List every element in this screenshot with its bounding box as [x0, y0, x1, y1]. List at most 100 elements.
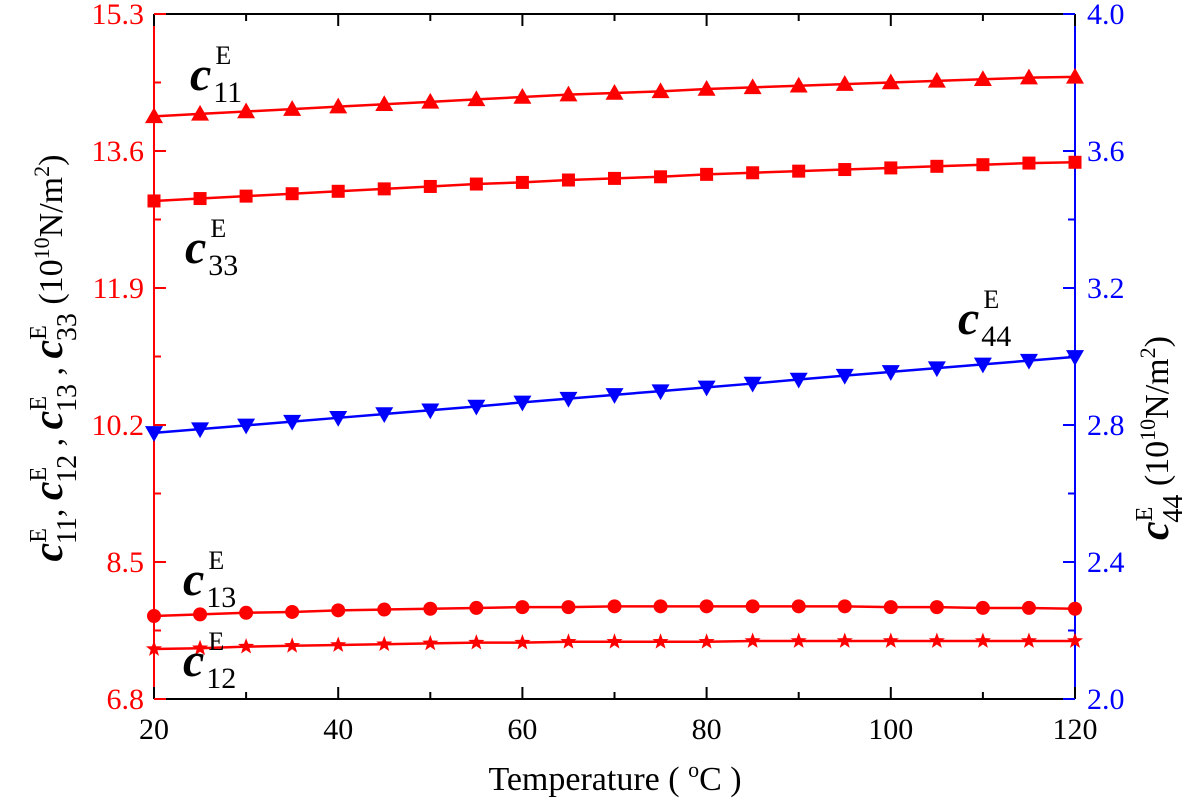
data-point-c13 — [1068, 601, 1082, 616]
right-y-tick-label: 3.2 — [1087, 272, 1125, 305]
data-point-c33 — [1068, 155, 1082, 169]
data-point-c13 — [1021, 600, 1036, 615]
data-point-c12 — [376, 635, 393, 652]
data-point-c33 — [423, 179, 437, 193]
data-point-c44 — [145, 426, 163, 442]
x-axis-title-prefix: Temperature ( — [488, 761, 688, 798]
right-y-tick-label: 2.4 — [1087, 546, 1125, 579]
data-point-c13 — [653, 599, 668, 614]
data-point-c12 — [1020, 632, 1038, 648]
series-label-c13: c E 13 — [183, 546, 236, 614]
data-point-c12 — [836, 632, 853, 648]
right-y-tick-label: 3.6 — [1087, 135, 1125, 168]
data-point-c44 — [375, 407, 394, 424]
data-point-c12 — [928, 632, 945, 648]
data-point-c13 — [699, 599, 714, 614]
data-point-c44 — [421, 403, 440, 420]
left-y-tick-label: 6.8 — [107, 683, 145, 716]
data-point-c33 — [193, 192, 207, 206]
data-point-c12 — [145, 640, 163, 656]
data-point-c11 — [559, 85, 578, 102]
series-label-c12: c E 12 — [183, 627, 236, 695]
data-point-c13 — [193, 607, 208, 622]
data-point-c33 — [608, 171, 621, 185]
data-point-c12 — [284, 637, 301, 653]
data-point-c13 — [331, 603, 346, 618]
x-axis-ticks: 20 40 60 80 100 120 — [139, 14, 1098, 746]
data-point-c13 — [837, 599, 852, 614]
data-point-c11 — [375, 95, 394, 112]
data-point-c11 — [421, 92, 440, 109]
data-point-c44 — [605, 388, 624, 404]
data-point-c33 — [930, 159, 944, 173]
left-y-axis-ticks: 6.8 8.5 10.2 11.9 13.6 15.3 — [92, 0, 166, 716]
data-point-c12 — [191, 639, 209, 656]
data-point-c44 — [835, 368, 854, 385]
data-point-c33 — [654, 170, 668, 184]
data-point-c33 — [1022, 156, 1036, 170]
x-tick-label: 60 — [507, 713, 537, 746]
x-tick-label: 80 — [692, 713, 722, 746]
data-point-c11 — [145, 107, 163, 124]
data-point-c12 — [1066, 632, 1084, 648]
data-point-c13 — [423, 601, 438, 616]
data-point-c33 — [792, 164, 806, 178]
series-label-c44: c E 44 — [958, 285, 1011, 353]
data-point-c33 — [838, 163, 852, 177]
x-axis-title-suffix: C ) — [699, 761, 742, 798]
right-y-axis-ticks: 2.0 2.4 2.8 3.2 3.6 4.0 — [1063, 0, 1125, 716]
data-point-c33 — [884, 161, 898, 175]
left-y-tick-label: 8.5 — [107, 546, 145, 579]
data-point-c12 — [790, 632, 807, 648]
data-point-c11 — [467, 90, 486, 107]
x-axis-title: Temperature ( oC ) — [488, 757, 741, 798]
data-point-c44 — [651, 384, 670, 401]
x-tick-label: 40 — [323, 713, 353, 746]
series-labels: c E 11 c E 33 c E 13 c E 12 c E 44 — [183, 41, 1011, 695]
data-point-c44 — [559, 391, 578, 408]
data-point-c44 — [191, 422, 210, 439]
x-tick-label: 20 — [139, 713, 169, 746]
x-axis-title-degree: o — [688, 757, 699, 782]
data-point-c12 — [422, 634, 439, 651]
data-point-c12 — [560, 633, 577, 649]
data-point-c11 — [835, 75, 854, 91]
data-point-c12 — [652, 633, 669, 649]
data-point-c13 — [239, 605, 254, 620]
data-point-c11 — [881, 73, 900, 90]
data-point-c11 — [329, 97, 348, 114]
right-y-tick-label: 2.0 — [1087, 683, 1125, 716]
plot-frame — [153, 13, 1076, 700]
left-y-axis-title: cE11, cE12 , cE13 , cE33 (1010N/m2) — [26, 155, 83, 562]
right-y-axis-title: cE44 (1010N/m2) — [1132, 336, 1189, 540]
data-point-c11 — [283, 100, 302, 116]
data-point-c13 — [377, 602, 392, 617]
data-point-c11 — [605, 83, 624, 100]
series-c33 — [147, 155, 1082, 208]
data-point-c44 — [973, 357, 992, 374]
series-label-c33: c E 33 — [185, 214, 238, 282]
data-point-c11 — [927, 71, 946, 88]
data-point-c12 — [606, 633, 623, 649]
data-point-c13 — [607, 599, 622, 614]
data-point-c33 — [976, 158, 990, 172]
series-label-c11: c E 11 — [190, 41, 242, 109]
data-point-c33 — [377, 182, 391, 196]
data-point-c33 — [239, 189, 253, 203]
data-point-c33 — [469, 177, 483, 191]
data-point-c12 — [514, 634, 531, 650]
data-point-c11 — [743, 78, 762, 95]
data-point-c33 — [700, 167, 714, 181]
series-c11 — [145, 67, 1084, 124]
data-point-c11 — [789, 76, 808, 93]
right-y-tick-label: 2.8 — [1087, 409, 1125, 442]
x-tick-label: 120 — [1053, 713, 1098, 746]
data-point-c11 — [973, 70, 992, 87]
data-point-c33 — [285, 187, 299, 201]
data-point-c12 — [974, 632, 991, 648]
data-point-c11 — [1019, 68, 1038, 85]
data-point-c33 — [746, 166, 760, 180]
data-point-c13 — [929, 600, 944, 615]
data-point-c11 — [191, 104, 210, 121]
data-point-c13 — [147, 608, 161, 623]
